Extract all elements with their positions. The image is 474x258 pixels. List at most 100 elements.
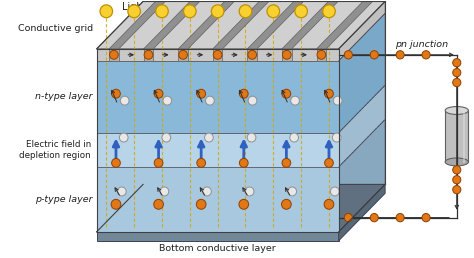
Circle shape [295, 5, 308, 18]
Circle shape [282, 158, 291, 167]
Circle shape [163, 96, 172, 105]
Circle shape [154, 158, 163, 167]
Circle shape [453, 68, 461, 77]
Circle shape [144, 50, 153, 59]
Circle shape [453, 186, 461, 194]
Circle shape [202, 187, 211, 196]
Circle shape [154, 199, 164, 209]
Circle shape [453, 176, 461, 184]
Polygon shape [109, 1, 165, 49]
Circle shape [317, 50, 326, 59]
Polygon shape [338, 85, 385, 167]
Polygon shape [282, 1, 338, 49]
Circle shape [239, 199, 249, 209]
Circle shape [283, 50, 291, 59]
Polygon shape [338, 184, 385, 241]
Circle shape [118, 187, 126, 196]
Polygon shape [247, 1, 303, 49]
Circle shape [239, 158, 248, 167]
Circle shape [290, 133, 299, 142]
Circle shape [154, 89, 163, 98]
Polygon shape [247, 49, 257, 61]
Circle shape [155, 5, 168, 18]
Polygon shape [338, 13, 385, 133]
Polygon shape [97, 184, 385, 232]
Text: n-type layer: n-type layer [35, 92, 93, 101]
Polygon shape [178, 49, 188, 61]
Circle shape [109, 50, 118, 59]
Text: Load: Load [444, 131, 470, 141]
Circle shape [453, 166, 461, 174]
Circle shape [282, 199, 291, 209]
Circle shape [183, 5, 196, 18]
Polygon shape [338, 1, 385, 61]
Polygon shape [97, 61, 338, 133]
Circle shape [111, 199, 121, 209]
Circle shape [453, 78, 461, 87]
Circle shape [247, 133, 256, 142]
Circle shape [344, 213, 352, 222]
Circle shape [179, 50, 187, 59]
Circle shape [162, 133, 171, 142]
Circle shape [396, 51, 404, 59]
Circle shape [239, 89, 248, 98]
Polygon shape [282, 49, 292, 61]
Circle shape [197, 89, 206, 98]
Polygon shape [97, 232, 338, 241]
Ellipse shape [445, 107, 468, 115]
Circle shape [291, 96, 300, 105]
Circle shape [196, 199, 206, 209]
Circle shape [248, 96, 257, 105]
Circle shape [396, 213, 404, 222]
Circle shape [325, 158, 333, 167]
Text: Bottom conductive layer: Bottom conductive layer [159, 244, 276, 253]
Circle shape [282, 89, 291, 98]
Circle shape [213, 50, 222, 59]
Polygon shape [97, 49, 338, 61]
Circle shape [422, 51, 430, 59]
Circle shape [120, 96, 129, 105]
Circle shape [111, 158, 120, 167]
Text: Conductive grid: Conductive grid [18, 23, 93, 33]
Circle shape [248, 50, 256, 59]
Circle shape [206, 96, 214, 105]
Circle shape [344, 51, 352, 59]
Circle shape [205, 133, 213, 142]
Circle shape [325, 89, 333, 98]
Circle shape [323, 5, 335, 18]
Text: Electric field in
depletion region: Electric field in depletion region [19, 140, 91, 160]
Circle shape [119, 133, 128, 142]
Polygon shape [144, 49, 153, 61]
Circle shape [324, 199, 334, 209]
Text: pn junction: pn junction [395, 41, 448, 50]
Circle shape [239, 5, 252, 18]
Circle shape [288, 187, 297, 196]
Circle shape [211, 5, 224, 18]
Circle shape [370, 51, 378, 59]
Polygon shape [213, 1, 269, 49]
Polygon shape [97, 133, 338, 167]
Ellipse shape [445, 158, 468, 166]
Circle shape [245, 187, 254, 196]
Circle shape [422, 213, 430, 222]
Polygon shape [317, 1, 373, 49]
Polygon shape [97, 167, 338, 232]
Polygon shape [213, 49, 222, 61]
Circle shape [128, 5, 140, 18]
Text: Light photons penetrating the n and p layers: Light photons penetrating the n and p la… [122, 2, 342, 12]
Circle shape [100, 5, 113, 18]
Polygon shape [97, 1, 385, 49]
Polygon shape [178, 1, 234, 49]
Circle shape [333, 96, 342, 105]
Text: p-type layer: p-type layer [35, 195, 93, 204]
Polygon shape [317, 49, 326, 61]
Circle shape [160, 187, 169, 196]
Polygon shape [445, 110, 468, 162]
Circle shape [111, 89, 120, 98]
Circle shape [332, 133, 341, 142]
Circle shape [453, 59, 461, 67]
Circle shape [370, 213, 378, 222]
Polygon shape [338, 119, 385, 232]
Circle shape [267, 5, 280, 18]
Circle shape [197, 158, 206, 167]
